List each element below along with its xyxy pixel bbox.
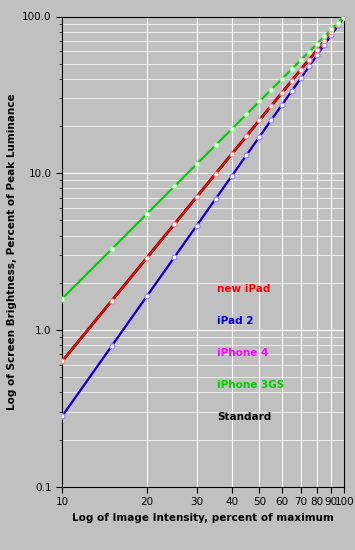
X-axis label: Log of Image Intensity, percent of maximum: Log of Image Intensity, percent of maxim…: [72, 513, 334, 522]
Text: iPhone 4: iPhone 4: [217, 348, 269, 358]
Text: Standard: Standard: [217, 412, 272, 422]
Y-axis label: Log of Screen Brightness, Percent of Peak Luminance: Log of Screen Brightness, Percent of Pea…: [7, 94, 17, 410]
Text: iPad 2: iPad 2: [217, 316, 254, 326]
Text: new iPad: new iPad: [217, 284, 271, 294]
Text: iPhone 3GS: iPhone 3GS: [217, 380, 285, 390]
